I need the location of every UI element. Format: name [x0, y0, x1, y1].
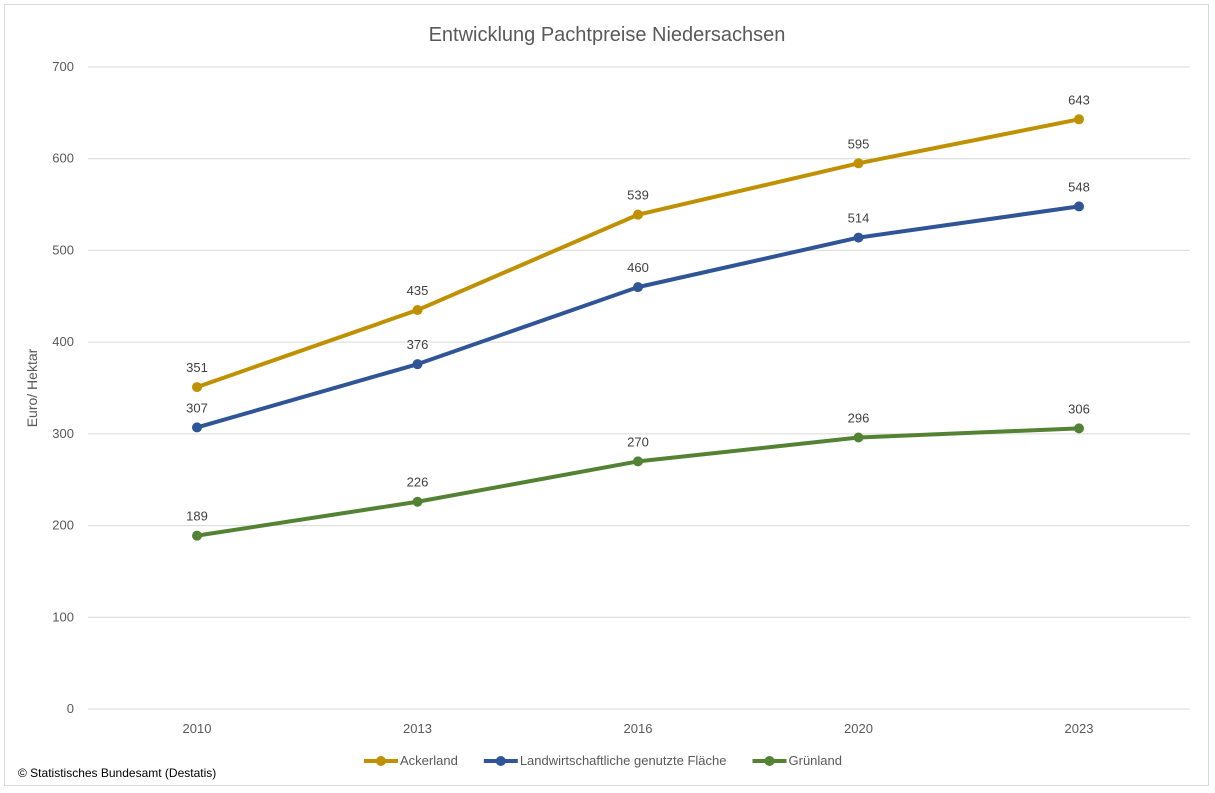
data-label: 514 [848, 211, 870, 226]
y-tick-label: 300 [52, 426, 74, 441]
chart-title: Entwicklung Pachtpreise Niedersachsen [429, 24, 786, 46]
x-tick-label: 2020 [844, 721, 873, 736]
data-label: 376 [407, 337, 429, 352]
data-label: 307 [186, 400, 208, 415]
data-label: 643 [1068, 92, 1090, 107]
data-label: 595 [848, 136, 870, 151]
data-label: 189 [186, 509, 208, 524]
y-tick-label: 500 [52, 242, 74, 257]
data-label: 548 [1068, 179, 1090, 194]
series-line [195, 117, 1081, 390]
y-tick-label: 200 [52, 518, 74, 533]
data-point [1074, 114, 1084, 125]
legend-swatch-marker [495, 756, 506, 766]
y-tick-label: 100 [52, 609, 74, 624]
data-point [192, 382, 202, 393]
y-tick-label: 600 [52, 151, 74, 166]
x-tick-label: 2016 [624, 721, 653, 736]
data-point [633, 282, 643, 293]
y-tick-label: 400 [52, 334, 74, 349]
data-label: 306 [1068, 401, 1090, 416]
legend-item: Landwirtschaftliche genutzte Fläche [483, 753, 727, 768]
source-credit: © Statistisches Bundesamt (Destatis) [18, 766, 217, 780]
legend-swatch-marker [764, 756, 775, 766]
data-point [633, 456, 643, 467]
series-line [195, 204, 1081, 430]
data-point [633, 209, 643, 220]
data-label: 539 [627, 188, 649, 203]
y-tick-label: 700 [52, 59, 74, 74]
data-point [853, 232, 864, 243]
gridlines [88, 66, 1190, 710]
series-2: 189 226 270 296 306 [186, 401, 1090, 541]
data-point [853, 158, 864, 169]
legend-item: Ackerland [364, 753, 458, 768]
y-axis-label: Euro/ Hektar [24, 348, 40, 427]
data-point [412, 496, 423, 507]
data-label: 270 [627, 434, 649, 449]
legend: Ackerland Landwirtschaftliche genutzte Fl… [364, 753, 842, 768]
data-label: 460 [627, 260, 649, 275]
x-axis-ticks: 2010 2013 2016 2020 2023 [183, 721, 1094, 736]
x-tick-label: 2013 [403, 721, 432, 736]
data-label: 226 [407, 475, 429, 490]
data-point [192, 530, 202, 541]
data-point [192, 422, 202, 433]
legend-label: Grünland [789, 753, 842, 768]
x-tick-label: 2010 [183, 721, 212, 736]
data-label: 351 [186, 360, 208, 375]
legend-swatch-marker [376, 756, 386, 766]
series-0: 351 435 539 595 643 [186, 92, 1090, 393]
y-tick-label: 0 [67, 701, 74, 716]
legend-label: Ackerland [400, 753, 458, 768]
data-point [1074, 423, 1084, 434]
data-point [1074, 201, 1084, 212]
data-point [412, 305, 423, 316]
data-point [853, 432, 864, 443]
data-point [412, 359, 423, 370]
data-label: 435 [407, 283, 429, 298]
legend-label: Landwirtschaftliche genutzte Fläche [520, 753, 727, 768]
legend-item: Grünland [752, 753, 842, 768]
data-label: 296 [848, 411, 870, 426]
series-group: 351 435 539 595 643 307 376 460 514 548 189 226 270 2… [186, 92, 1090, 541]
y-axis-ticks: 0 100 200 300 400 500 600 700 [52, 59, 74, 716]
x-tick-label: 2023 [1065, 721, 1094, 736]
series-1: 307 376 460 514 548 [186, 179, 1090, 433]
